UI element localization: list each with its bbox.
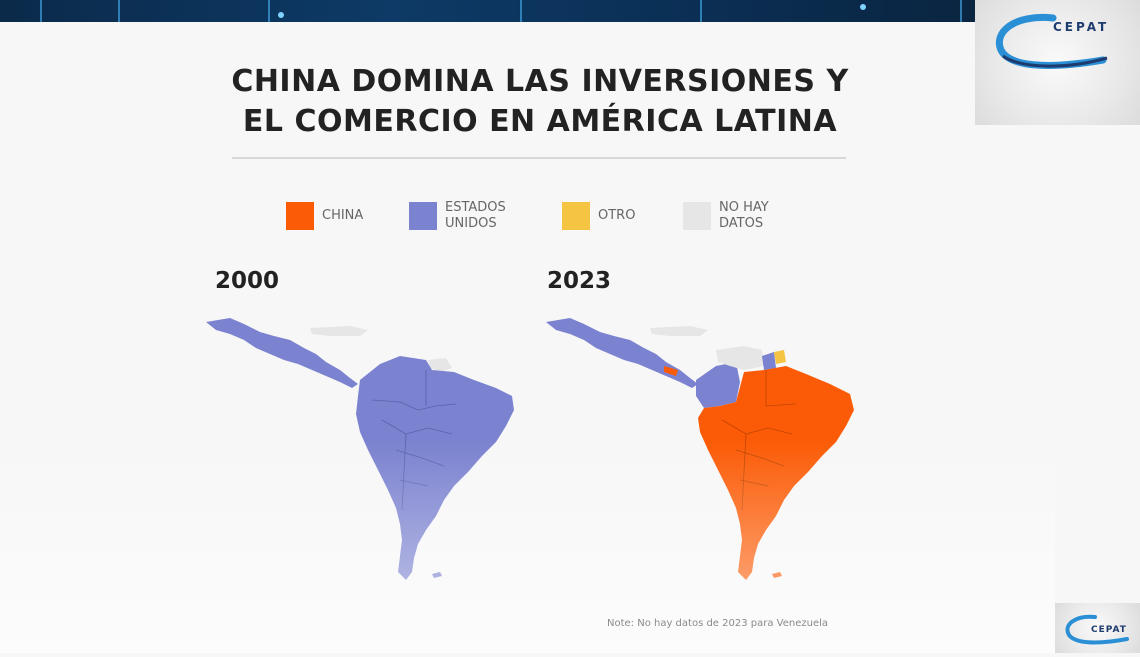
- slide-title: CHINA DOMINA LAS INVERSIONES Y EL COMERC…: [160, 62, 920, 142]
- legend-swatch-other: [562, 202, 590, 230]
- map-legend: CHINA ESTADOS UNIDOS OTRO NO HAY DATOS: [0, 196, 1140, 236]
- logo-text-small: CEPAT: [1091, 625, 1127, 635]
- map-year-2000: 2000: [215, 268, 280, 294]
- legend-label-other: OTRO: [598, 208, 636, 223]
- footnote: Note: No hay datos de 2023 para Venezuel…: [607, 618, 829, 629]
- region-suriname: [774, 350, 786, 364]
- map-year-2023: 2023: [547, 268, 612, 294]
- banner-circuit-line: [520, 0, 522, 22]
- banner-circuit-line: [700, 0, 702, 22]
- cepat-logo: CEPAT: [975, 0, 1140, 125]
- legend-label-usa: ESTADOS UNIDOS: [445, 200, 506, 231]
- map-2000: [206, 318, 514, 580]
- banner-circuit-line: [118, 0, 120, 22]
- banner-circuit-line: [960, 0, 962, 22]
- legend-swatch-china: [286, 202, 314, 230]
- region-panama: [664, 366, 678, 376]
- logo-text: CEPAT: [1053, 20, 1110, 34]
- legend-item-other: OTRO: [562, 196, 635, 236]
- region-venezuela: [716, 346, 764, 370]
- cepat-logo-mark-icon: [995, 13, 1108, 69]
- region-falklands: [432, 572, 442, 578]
- banner-circuit-line: [40, 0, 42, 22]
- legend-swatch-nodata: [683, 202, 711, 230]
- map-2023: [546, 318, 854, 580]
- region-mexico-central-america: [206, 318, 358, 388]
- region-falklands: [772, 572, 782, 578]
- region-caribbean: [310, 326, 368, 336]
- region-guyana: [762, 352, 776, 370]
- bottom-fade-overlay: [0, 440, 1055, 653]
- title-line-2: EL COMERCIO EN AMÉRICA LATINA: [242, 104, 838, 139]
- banner-circuit-dot: [278, 12, 284, 18]
- title-line-1: CHINA DOMINA LAS INVERSIONES Y: [231, 64, 849, 99]
- region-colombia-ecuador: [696, 362, 740, 408]
- cepat-logo-small: CEPAT: [1055, 603, 1140, 653]
- title-divider: [232, 157, 846, 159]
- region-mexico-central-america: [546, 318, 698, 388]
- legend-item-nodata: NO HAY DATOS: [683, 196, 769, 236]
- top-banner: [0, 0, 975, 22]
- legend-item-usa: ESTADOS UNIDOS: [409, 196, 506, 236]
- legend-item-china: CHINA: [286, 196, 363, 236]
- legend-label-nodata: NO HAY DATOS: [719, 200, 769, 231]
- region-guianas: [428, 358, 452, 372]
- legend-swatch-usa: [409, 202, 437, 230]
- cepat-logo-small-mark-icon: [1065, 614, 1129, 645]
- region-south-america: [356, 356, 514, 580]
- region-caribbean: [650, 326, 708, 336]
- legend-label-china: CHINA: [322, 208, 364, 223]
- banner-circuit-dot: [860, 4, 866, 10]
- banner-circuit-line: [268, 0, 270, 22]
